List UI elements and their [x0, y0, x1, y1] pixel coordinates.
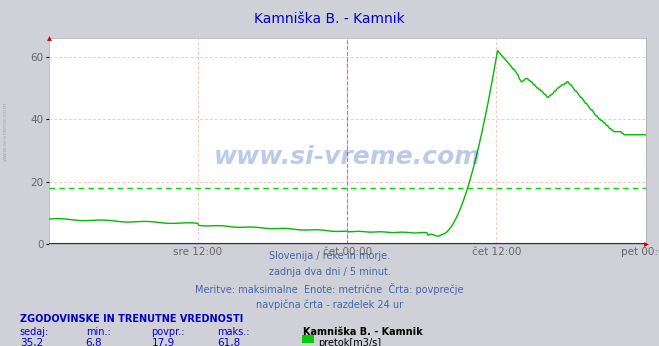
- Text: 61,8: 61,8: [217, 338, 241, 346]
- Text: Kamniška B. - Kamnik: Kamniška B. - Kamnik: [254, 12, 405, 26]
- Text: zadnja dva dni / 5 minut.: zadnja dva dni / 5 minut.: [269, 267, 390, 277]
- Text: www.si-vreme.com: www.si-vreme.com: [3, 102, 8, 161]
- Text: Slovenija / reke in morje.: Slovenija / reke in morje.: [269, 251, 390, 261]
- Text: www.si-vreme.com: www.si-vreme.com: [214, 145, 481, 170]
- Text: sedaj:: sedaj:: [20, 327, 49, 337]
- Text: Kamniška B. - Kamnik: Kamniška B. - Kamnik: [303, 327, 423, 337]
- Text: ZGODOVINSKE IN TRENUTNE VREDNOSTI: ZGODOVINSKE IN TRENUTNE VREDNOSTI: [20, 314, 243, 324]
- Text: povpr.:: povpr.:: [152, 327, 185, 337]
- Text: pretok[m3/s]: pretok[m3/s]: [318, 338, 381, 346]
- Text: min.:: min.:: [86, 327, 111, 337]
- Text: 35,2: 35,2: [20, 338, 43, 346]
- Text: 6,8: 6,8: [86, 338, 102, 346]
- Text: navpična črta - razdelek 24 ur: navpična črta - razdelek 24 ur: [256, 300, 403, 310]
- Text: Meritve: maksimalne  Enote: metrične  Črta: povprečje: Meritve: maksimalne Enote: metrične Črta…: [195, 283, 464, 295]
- Text: maks.:: maks.:: [217, 327, 250, 337]
- Text: 17,9: 17,9: [152, 338, 175, 346]
